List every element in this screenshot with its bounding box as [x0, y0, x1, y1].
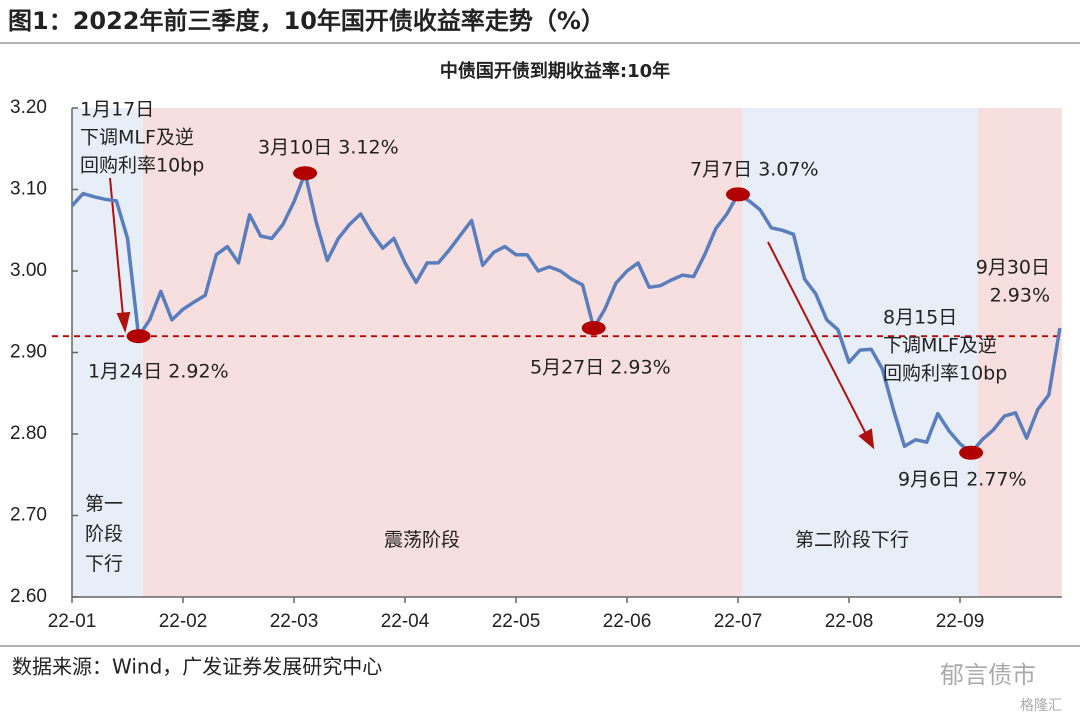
arrow [767, 241, 867, 435]
highlight-marker [126, 329, 151, 344]
x-tick-label: 22-08 [825, 611, 874, 632]
highlight-marker [581, 321, 606, 336]
phase-band [72, 108, 143, 597]
y-tick-label: 3.20 [10, 97, 47, 118]
y-tick-label: 2.70 [10, 505, 47, 526]
y-tick-label: 3.10 [10, 179, 47, 200]
x-tick-label: 22-07 [714, 611, 763, 632]
annotation: 7月7日 3.07% [690, 159, 819, 181]
phase-label: 下行 [85, 553, 123, 575]
watermark-small: 格隆汇 [1020, 698, 1062, 714]
source-note: 数据来源：Wind，广发证券发展研究中心 [12, 655, 382, 679]
annotation: 2.93% [990, 285, 1050, 307]
watermark: 郁言债市 [940, 661, 1036, 689]
annotation: 回购利率10bp [883, 363, 1007, 385]
annotation: 1月17日 [80, 99, 154, 121]
annotation: 下调MLF及逆 [80, 127, 194, 149]
chart-subtitle: 中债国开债到期收益率:10年 [440, 60, 670, 82]
phase-label: 第二阶段下行 [795, 529, 909, 551]
annotation: 回购利率10bp [80, 155, 204, 177]
series-line [70, 171, 1062, 455]
annotation: 下调MLF及逆 [883, 335, 997, 357]
annotation: 9月30日 [976, 257, 1050, 279]
annotation: 3月10日 3.12% [258, 137, 399, 159]
x-tick-label: 22-06 [603, 611, 652, 632]
annotation: 9月6日 2.77% [898, 469, 1027, 491]
annotation: 8月15日 [883, 307, 957, 329]
annotation: 5月27日 2.93% [530, 357, 671, 379]
x-tick-label: 22-09 [936, 611, 985, 632]
y-tick-label: 2.80 [10, 423, 47, 444]
y-tick-label: 3.00 [10, 260, 47, 281]
highlight-marker [959, 445, 984, 460]
chart-title: 图1：2022年前三季度，10年国开债收益率走势（%） [8, 7, 605, 35]
phase-band [978, 108, 1062, 597]
y-tick-label: 2.90 [10, 342, 47, 363]
phase-label: 阶段 [85, 523, 123, 545]
phase-label: 震荡阶段 [384, 529, 460, 551]
arrow-head [116, 311, 131, 334]
x-tick-label: 22-01 [48, 611, 97, 632]
x-tick-label: 22-04 [381, 611, 430, 632]
x-tick-label: 22-03 [270, 611, 319, 632]
highlight-marker [293, 166, 318, 181]
y-tick-label: 2.60 [10, 586, 47, 607]
phase-label: 第一 [85, 493, 123, 515]
highlight-marker [726, 187, 750, 202]
x-tick-label: 22-02 [159, 611, 208, 632]
phase-band [143, 108, 742, 597]
arrow-head [858, 428, 875, 450]
x-tick-label: 22-05 [492, 611, 541, 632]
annotation: 1月24日 2.92% [88, 361, 229, 383]
